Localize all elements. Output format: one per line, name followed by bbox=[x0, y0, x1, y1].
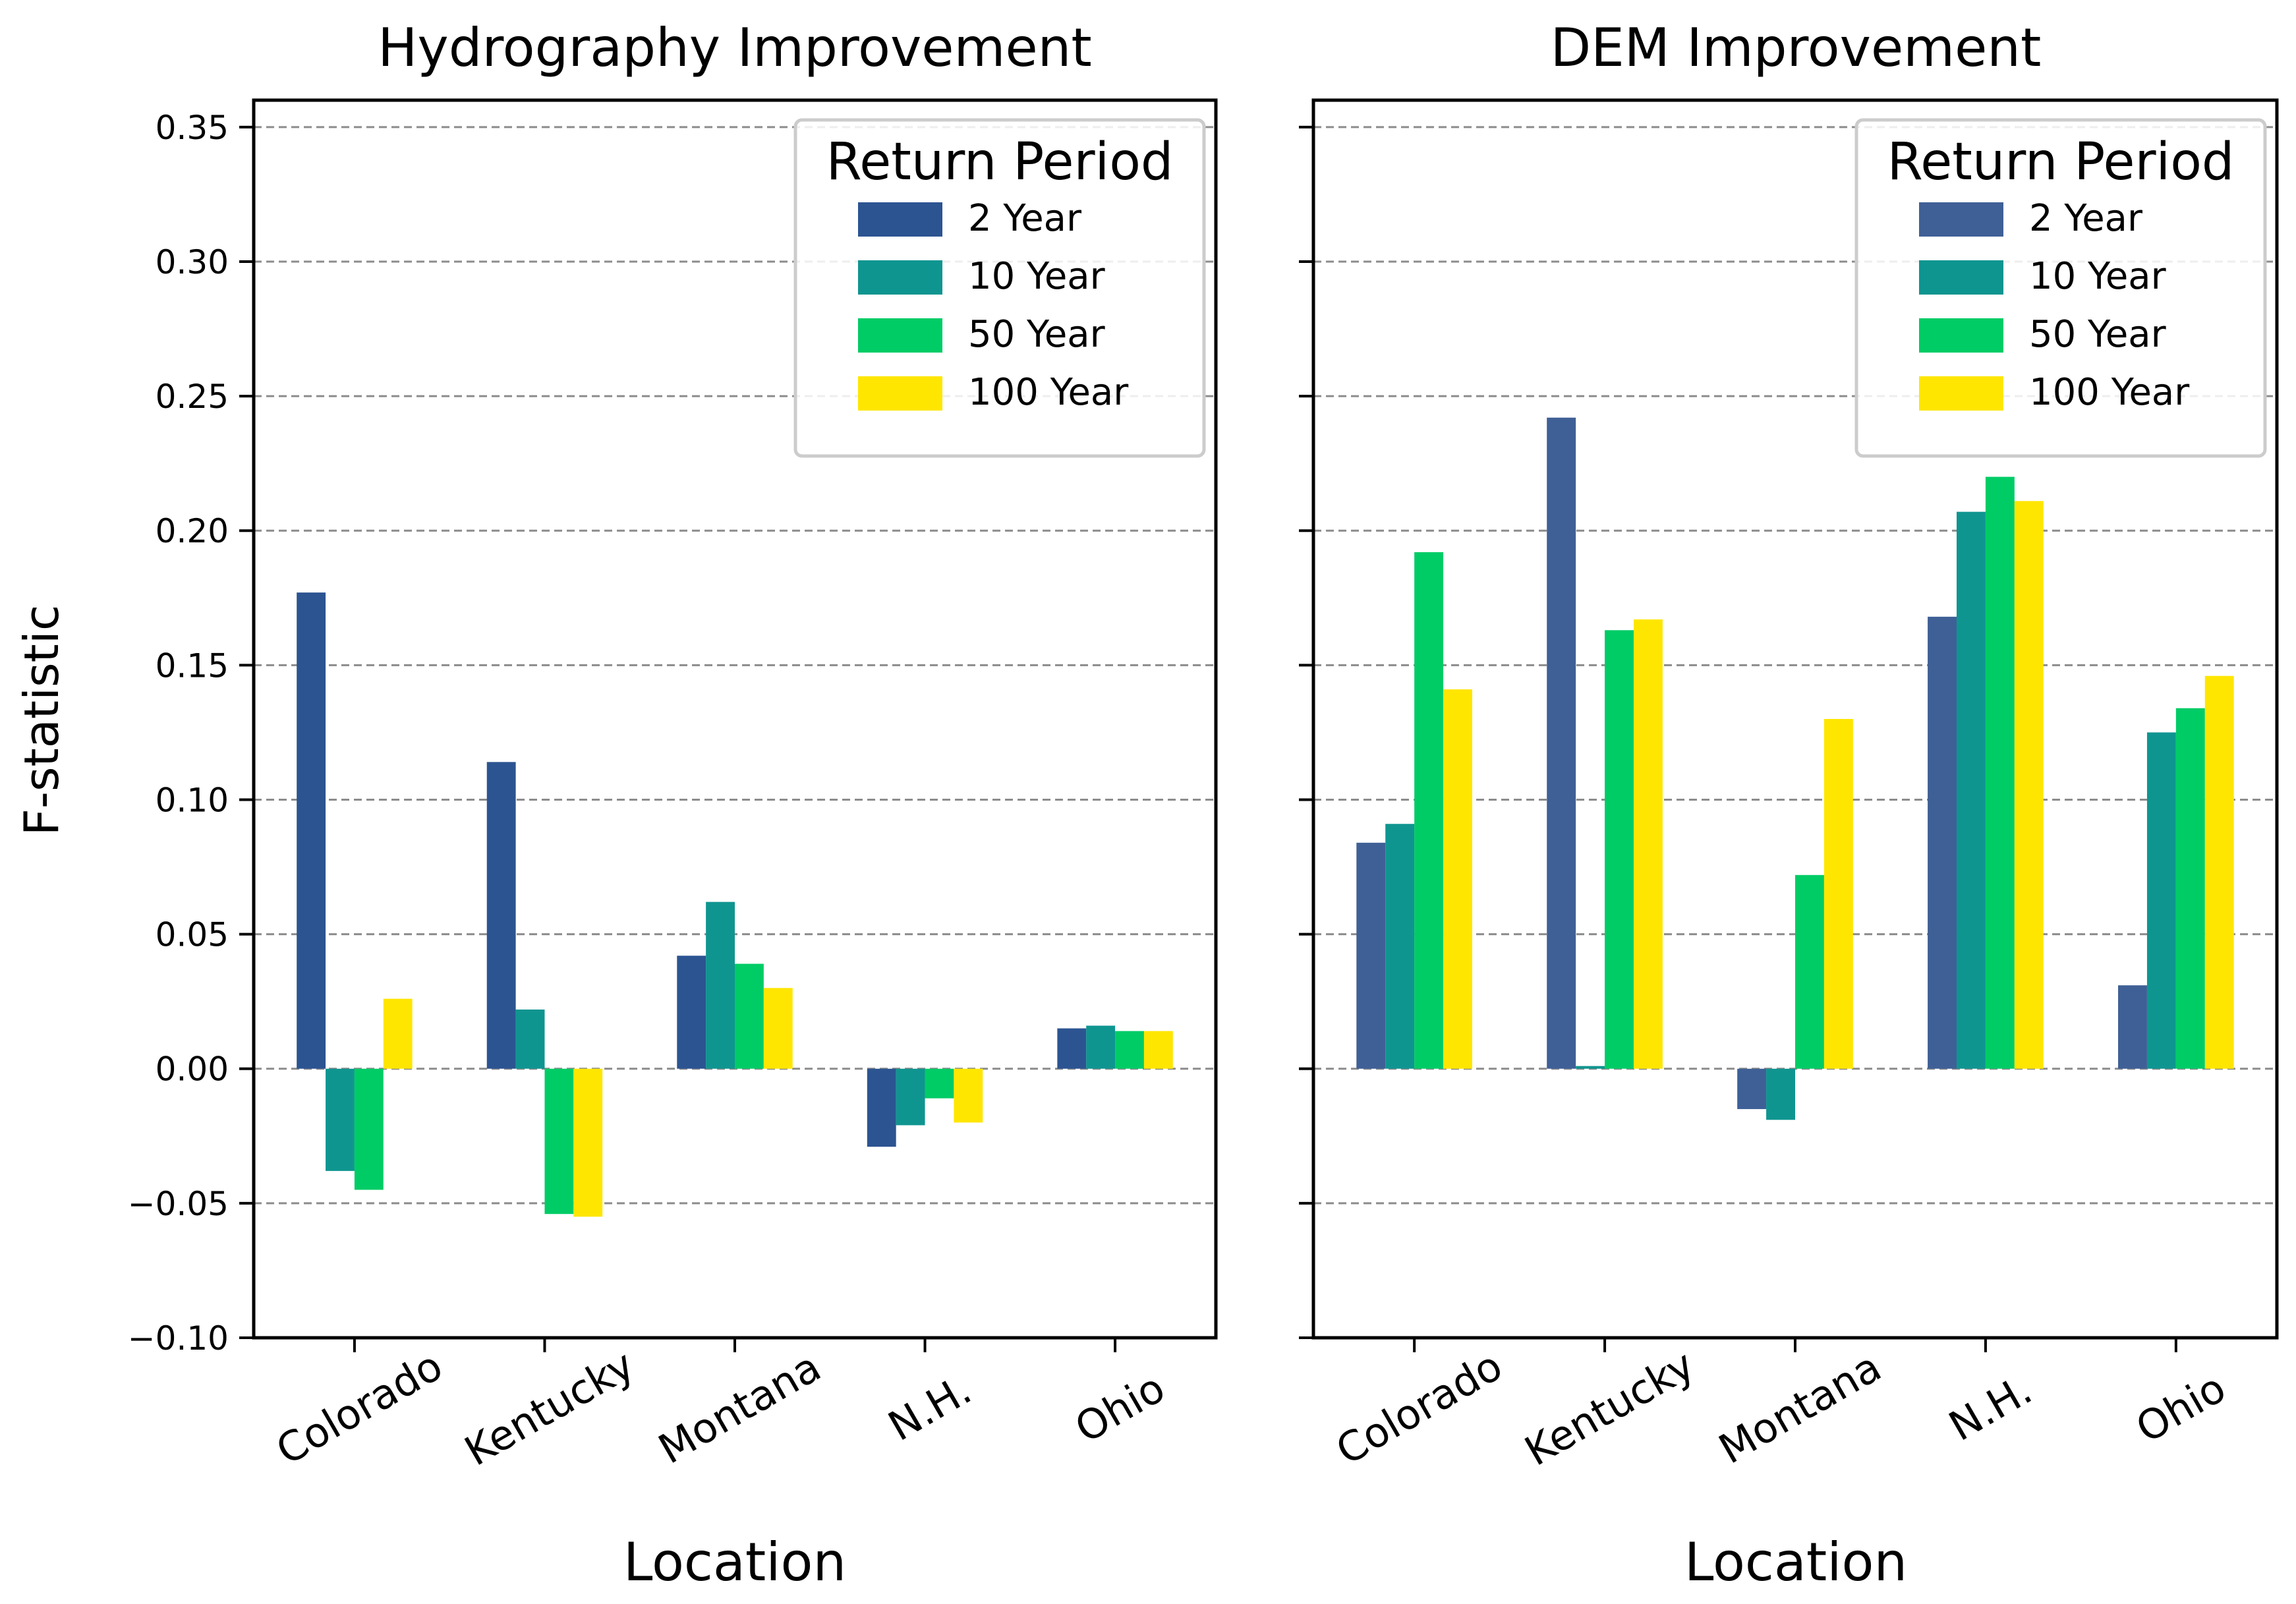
y-tick-label: 0.05 bbox=[156, 916, 229, 954]
bar bbox=[1385, 824, 1415, 1069]
bar bbox=[763, 988, 793, 1069]
y-tick-label: −0.05 bbox=[128, 1185, 229, 1223]
x-tick-label: N.H. bbox=[1941, 1365, 2040, 1450]
bar bbox=[544, 1068, 574, 1215]
bar bbox=[2146, 732, 2176, 1069]
bar bbox=[1576, 1066, 1605, 1069]
legend-title: Return Period bbox=[1887, 132, 2235, 192]
bar bbox=[1115, 1031, 1144, 1069]
bar bbox=[925, 1068, 954, 1099]
bar bbox=[2204, 675, 2234, 1069]
bar bbox=[1086, 1025, 1116, 1069]
bar bbox=[515, 1009, 545, 1069]
legend-swatch bbox=[1919, 260, 2003, 295]
legend: Return Period 2 Year 10 Year 50 Year 100 Yea… bbox=[793, 118, 1206, 458]
y-tick-label: 0.20 bbox=[156, 512, 229, 550]
bar bbox=[1737, 1068, 1767, 1109]
legend-swatch bbox=[858, 318, 942, 353]
bar bbox=[954, 1068, 983, 1123]
bar bbox=[573, 1068, 603, 1217]
y-tick-label: 0.15 bbox=[156, 646, 229, 685]
legend-swatch bbox=[858, 202, 942, 237]
bar bbox=[2014, 501, 2044, 1069]
bar bbox=[1143, 1031, 1173, 1069]
bar bbox=[1928, 616, 1957, 1069]
legend-swatch bbox=[1919, 376, 2003, 411]
x-tick-label: Colorado bbox=[1328, 1341, 1510, 1474]
panel-dem: DEM Improvement Location Colorado Kentuck… bbox=[1299, 17, 2279, 1593]
y-tick-label: 0.30 bbox=[156, 243, 229, 281]
y-tick-label: 0.35 bbox=[156, 109, 229, 147]
bar bbox=[677, 956, 706, 1069]
plot-frame bbox=[252, 98, 1218, 1340]
y-tick-label: 0.10 bbox=[156, 781, 229, 819]
legend: Return Period 2 Year 10 Year 50 Year 100 Yea… bbox=[1854, 118, 2267, 458]
bar bbox=[1547, 417, 1576, 1069]
panel-title: Hydrography Improvement bbox=[378, 17, 1091, 78]
legend-label: 50 Year bbox=[2029, 313, 2167, 356]
x-tick-label: Colorado bbox=[268, 1341, 451, 1474]
bar bbox=[1414, 552, 1444, 1069]
bar bbox=[1605, 630, 1634, 1069]
bar bbox=[1795, 874, 1824, 1069]
x-axis-label: Location bbox=[1684, 1532, 1907, 1593]
bar bbox=[486, 762, 516, 1069]
legend-swatch bbox=[1919, 202, 2003, 237]
bar bbox=[1766, 1068, 1795, 1120]
bar bbox=[297, 592, 326, 1069]
legend-label: 100 Year bbox=[2029, 371, 2190, 414]
bar bbox=[1957, 511, 1986, 1069]
bar bbox=[1633, 619, 1663, 1069]
x-tick-label: Kentucky bbox=[1516, 1340, 1702, 1475]
bar bbox=[1057, 1028, 1087, 1069]
y-tick-label: 0.00 bbox=[156, 1050, 229, 1089]
legend-swatch bbox=[858, 260, 942, 295]
bar bbox=[896, 1068, 925, 1126]
bar bbox=[2175, 708, 2205, 1069]
bar bbox=[1443, 689, 1472, 1069]
legend-swatch bbox=[858, 376, 942, 411]
x-axis-label: Location bbox=[623, 1532, 846, 1593]
bar bbox=[354, 1068, 384, 1190]
plot-frame bbox=[1311, 98, 2279, 1340]
bar bbox=[867, 1068, 896, 1147]
bar bbox=[1356, 842, 1386, 1069]
y-axis-label: F-statistic bbox=[14, 605, 69, 836]
bar bbox=[735, 963, 764, 1069]
x-tick-label: Montana bbox=[650, 1342, 829, 1473]
legend-label: 10 Year bbox=[2029, 255, 2167, 298]
y-tick-label: −0.10 bbox=[128, 1319, 229, 1358]
panel-hydrography: Hydrography Improvement Location −0.10 −0… bbox=[128, 17, 1218, 1593]
bar bbox=[2118, 985, 2147, 1069]
x-tick-label: Kentucky bbox=[457, 1340, 643, 1475]
x-tick-label: N.H. bbox=[880, 1365, 979, 1450]
bar bbox=[1985, 476, 2015, 1069]
x-tick-label: Montana bbox=[1711, 1342, 1889, 1473]
legend-label: 2 Year bbox=[2029, 197, 2143, 240]
bar bbox=[383, 998, 413, 1069]
legend-swatch bbox=[1919, 318, 2003, 353]
legend-label: 50 Year bbox=[968, 313, 1106, 356]
legend-label: 10 Year bbox=[968, 255, 1106, 298]
legend-label: 100 Year bbox=[968, 371, 1129, 414]
bar bbox=[326, 1068, 355, 1171]
bar bbox=[1823, 719, 1853, 1069]
legend-label: 2 Year bbox=[968, 197, 1082, 240]
y-tick-label: 0.25 bbox=[156, 378, 229, 416]
panel-title: DEM Improvement bbox=[1551, 17, 2042, 78]
bar bbox=[706, 902, 735, 1069]
x-tick-label: Ohio bbox=[2128, 1363, 2234, 1452]
x-tick-label: Ohio bbox=[1067, 1363, 1173, 1452]
legend-title: Return Period bbox=[826, 132, 1174, 192]
